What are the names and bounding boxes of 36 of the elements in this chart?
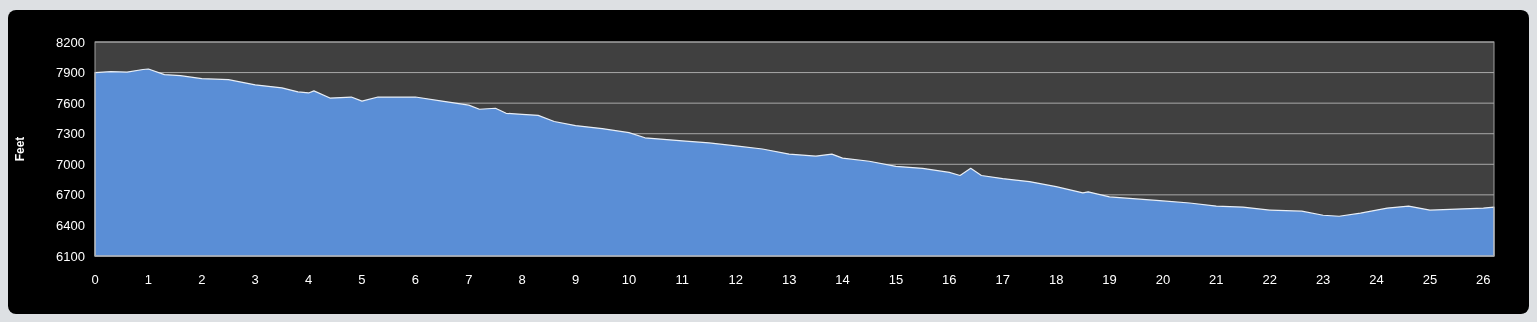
x-tick-label: 22 xyxy=(1262,272,1277,287)
x-tick-label: 7 xyxy=(465,272,473,287)
y-tick-label: 6400 xyxy=(56,217,85,233)
x-tick-label: 9 xyxy=(571,272,580,287)
x-tick-label: 18 xyxy=(1048,272,1064,287)
y-tick-label: 7900 xyxy=(56,65,85,81)
y-tick-label: 6700 xyxy=(56,187,85,203)
x-tick-label: 15 xyxy=(888,272,904,287)
x-tick-label: 19 xyxy=(1102,272,1117,287)
x-tick-label: 17 xyxy=(995,272,1010,287)
x-tick-label: 24 xyxy=(1369,272,1384,287)
x-tick-label: 26 xyxy=(1476,272,1491,287)
x-tick-label: 8 xyxy=(518,272,526,287)
x-tick-label: 4 xyxy=(304,272,313,287)
x-tick-label: 25 xyxy=(1422,272,1438,287)
x-tick-label: 13 xyxy=(781,272,797,287)
y-tick-label: 7300 xyxy=(56,126,85,142)
x-tick-label: 20 xyxy=(1155,272,1171,287)
y-axis-title: Feet xyxy=(13,136,27,162)
x-tick-label: 21 xyxy=(1209,272,1224,287)
x-tick-label: 23 xyxy=(1315,272,1331,287)
x-tick-label: 2 xyxy=(198,272,206,287)
y-tick-label: 6100 xyxy=(56,248,85,264)
x-tick-label: 0 xyxy=(91,272,99,287)
y-tick-label: 8200 xyxy=(56,34,85,50)
x-tick-label: 16 xyxy=(942,272,957,287)
x-tick-label: 3 xyxy=(251,272,259,287)
y-tick-label: 7000 xyxy=(56,156,85,172)
x-tick-label: 12 xyxy=(728,272,743,287)
x-tick-label: 14 xyxy=(835,272,850,287)
x-tick-label: 11 xyxy=(675,272,690,287)
x-tick-label: 5 xyxy=(358,272,366,287)
x-tick-label: 6 xyxy=(411,272,419,287)
x-tick-label: 10 xyxy=(621,272,637,287)
x-tick-label: 1 xyxy=(144,272,153,287)
y-tick-label: 7600 xyxy=(56,95,85,111)
